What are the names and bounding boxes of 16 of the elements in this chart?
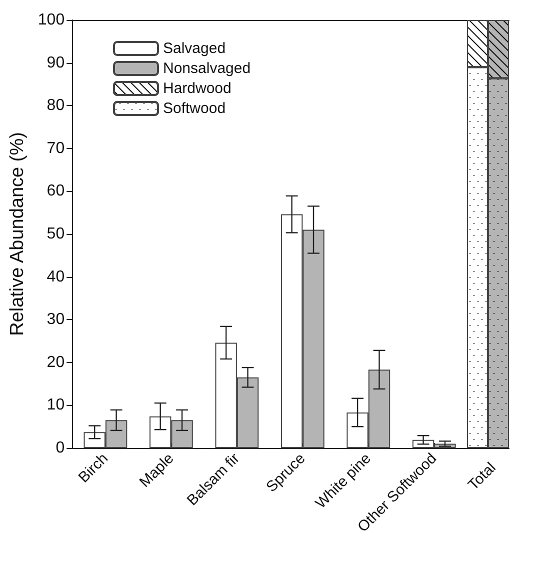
y-tick-label: 60	[46, 182, 65, 200]
legend-label: Salvaged	[163, 40, 226, 57]
y-tick-label: 30	[46, 311, 65, 328]
y-tick-label: 0	[56, 440, 65, 456]
legend-label: Hardwood	[163, 80, 232, 97]
y-axis-title: Relative Abundance (%)	[7, 132, 28, 336]
y-tick-label: 10	[46, 396, 65, 414]
y-tick-label: 40	[46, 268, 65, 286]
y-tick-label: 100	[38, 12, 65, 28]
y-tick-label: 50	[46, 226, 65, 242]
y-tick-label: 70	[46, 140, 65, 157]
legend-label: Nonsalvaged	[163, 60, 251, 77]
y-tick-label: 90	[46, 54, 65, 72]
legend-label: Softwood	[163, 100, 226, 117]
y-tick-label: 80	[46, 97, 65, 114]
y-tick-label: 20	[46, 354, 65, 371]
